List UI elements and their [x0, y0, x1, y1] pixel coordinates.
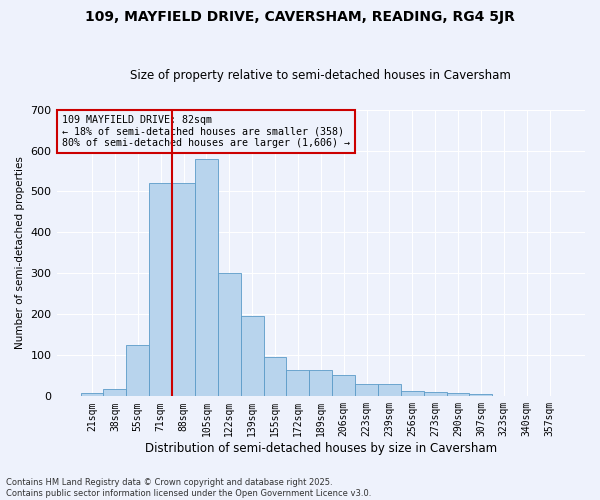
Y-axis label: Number of semi-detached properties: Number of semi-detached properties — [15, 156, 25, 350]
Bar — [80, 393, 103, 396]
Bar — [310, 370, 332, 396]
Bar — [286, 370, 310, 396]
Bar — [401, 392, 424, 396]
Title: Size of property relative to semi-detached houses in Caversham: Size of property relative to semi-detach… — [130, 69, 511, 82]
Text: Contains HM Land Registry data © Crown copyright and database right 2025.
Contai: Contains HM Land Registry data © Crown c… — [6, 478, 371, 498]
Bar — [241, 316, 263, 396]
Bar — [332, 375, 355, 396]
Bar — [355, 384, 378, 396]
Bar — [127, 345, 149, 397]
Text: 109 MAYFIELD DRIVE: 82sqm
← 18% of semi-detached houses are smaller (358)
80% of: 109 MAYFIELD DRIVE: 82sqm ← 18% of semi-… — [62, 116, 350, 148]
Bar — [103, 389, 127, 396]
Bar — [446, 393, 469, 396]
Bar — [218, 274, 241, 396]
Bar — [172, 184, 195, 396]
X-axis label: Distribution of semi-detached houses by size in Caversham: Distribution of semi-detached houses by … — [145, 442, 497, 455]
Bar — [263, 356, 286, 397]
Bar — [195, 158, 218, 396]
Text: 109, MAYFIELD DRIVE, CAVERSHAM, READING, RG4 5JR: 109, MAYFIELD DRIVE, CAVERSHAM, READING,… — [85, 10, 515, 24]
Bar — [424, 392, 446, 396]
Bar — [469, 394, 493, 396]
Bar — [378, 384, 401, 396]
Bar — [149, 184, 172, 396]
